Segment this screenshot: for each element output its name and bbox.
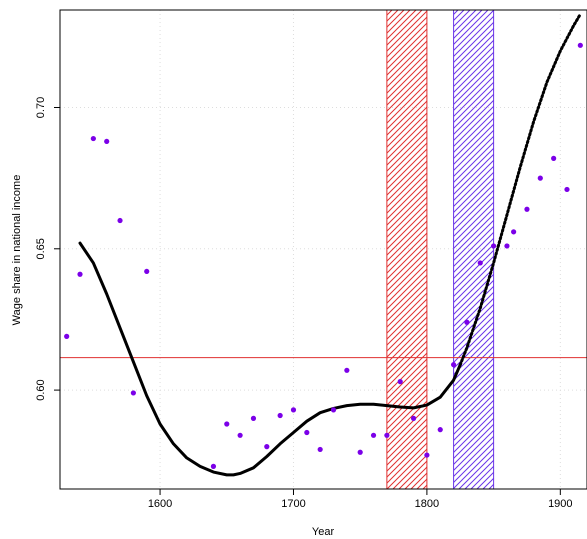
data-point (357, 449, 363, 455)
shaded-band (386, 10, 428, 489)
x-tick-label: 1700 (281, 498, 305, 510)
data-point (104, 138, 110, 145)
data-point (277, 412, 283, 419)
data-point (250, 415, 257, 421)
y-tick-label: 0.60 (35, 379, 47, 400)
data-point (344, 367, 350, 373)
data-point (330, 407, 337, 413)
y-axis: 0.60 0.65 0.70 (35, 97, 60, 401)
fitted-curve (78, 12, 582, 477)
data-point (384, 432, 390, 438)
data-point (77, 271, 83, 277)
data-point (424, 452, 430, 458)
data-point (537, 175, 543, 181)
data-point (410, 415, 417, 421)
x-tick-label: 1600 (148, 498, 172, 510)
data-point (224, 421, 230, 427)
data-point (491, 243, 497, 249)
data-point (370, 432, 377, 438)
data-point (450, 362, 457, 368)
plot-frame (59, 9, 587, 490)
data-point (477, 260, 483, 266)
curve-solid (78, 241, 462, 477)
curve-dotted (458, 12, 582, 367)
data-point (117, 217, 123, 224)
y-tick-label: 0.70 (35, 97, 47, 118)
shaded-band (453, 10, 495, 489)
data-point (437, 427, 443, 433)
data-point (90, 135, 96, 142)
data-point (464, 319, 470, 325)
x-axis: 1600 1700 1800 1900 (148, 489, 573, 510)
data-point (144, 268, 150, 275)
data-point (304, 429, 310, 436)
data-point (290, 407, 297, 413)
data-point (64, 333, 70, 339)
data-point (130, 390, 136, 396)
data-point (551, 155, 557, 161)
shaded-bands (386, 10, 495, 489)
data-point (504, 243, 510, 249)
data-point (317, 446, 323, 453)
data-point (511, 229, 517, 235)
data-point (210, 463, 217, 469)
data-point (524, 206, 530, 212)
data-point (237, 432, 243, 438)
x-axis-title: Year (312, 526, 335, 538)
y-tick-label: 0.65 (35, 238, 47, 259)
data-point (397, 379, 403, 385)
data-point (264, 444, 270, 450)
x-tick-label: 1900 (548, 498, 572, 510)
data-point (577, 42, 583, 48)
y-axis-title: Wage share in national income (11, 175, 23, 326)
data-points (64, 42, 583, 469)
x-tick-label: 1800 (415, 498, 439, 510)
grid (60, 10, 587, 489)
data-point (564, 186, 570, 193)
